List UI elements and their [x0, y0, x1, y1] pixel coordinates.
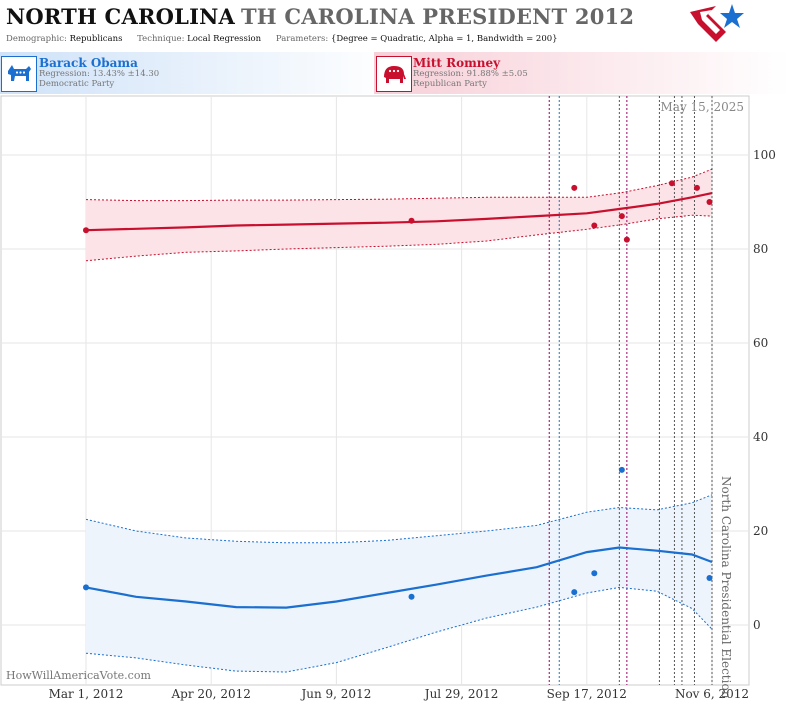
candidate-regression: Regression: 91.88% ±5.05: [413, 69, 528, 79]
candidate-name: Mitt Romney: [413, 56, 501, 70]
candidate-regression: Regression: 13.43% ±14.30: [39, 69, 160, 79]
x-tick-label: Sep 17, 2012: [547, 687, 627, 701]
mitt-romney-poll-point[interactable]: [83, 227, 89, 234]
mitt-romney-poll-point[interactable]: [668, 180, 675, 187]
demographic-value: Republicans: [69, 34, 123, 44]
mitt-romney-upper-bound: [85, 168, 713, 202]
x-tick-label: Jun 9, 2012: [299, 687, 371, 701]
site-logo-icon[interactable]: [686, 2, 746, 48]
mitt-romney-lower-bound: [85, 214, 713, 262]
barack-obama-poll-point[interactable]: [706, 575, 713, 581]
x-tick-label: Nov 6, 2012: [675, 687, 749, 701]
barack-obama-lower-bound: [85, 586, 713, 673]
parameters-value: {Degree = Quadratic, Alpha = 1, Bandwidt…: [330, 34, 558, 44]
y-tick-label: 100: [753, 148, 776, 162]
y-tick-label: 80: [753, 242, 768, 256]
demographic-label: Demographic:: [6, 34, 67, 44]
y-tick-label: 40: [753, 430, 768, 444]
mitt-romney-poll-point[interactable]: [571, 184, 578, 191]
mitt-romney-poll-point[interactable]: [693, 184, 700, 191]
x-tick-label: Mar 1, 2012: [49, 687, 124, 701]
donkey-icon: [1, 56, 37, 92]
parameters-label: Parameters:: [275, 34, 329, 44]
event-label: North Carolina Presidential Election: [719, 476, 733, 699]
mitt-romney-poll-point[interactable]: [591, 222, 598, 229]
x-tick-label: Jul 29, 2012: [423, 687, 499, 701]
x-tick-label: Apr 20, 2012: [171, 687, 251, 701]
candidate-party: Democratic Party: [39, 79, 115, 89]
barack-obama-regression-line: [85, 546, 713, 609]
parameters-line: Demographic: Republicans Technique: Loca…: [6, 34, 570, 44]
technique-value: Local Regression: [187, 34, 262, 44]
y-tick-label: 60: [753, 336, 768, 350]
state-title: NORTH CAROLINA: [6, 4, 235, 29]
mitt-romney-regression-line: [85, 192, 713, 232]
date-stamp: May 15, 2025: [661, 100, 744, 114]
candidate-name: Barack Obama: [39, 56, 138, 70]
mitt-romney-poll-point[interactable]: [623, 236, 630, 243]
barack-obama-poll-point[interactable]: [83, 584, 89, 591]
y-tick-label: 0: [753, 618, 761, 632]
barack-obama-confidence-band: [86, 494, 712, 672]
elephant-icon: [376, 56, 412, 92]
candidate-party: Republican Party: [413, 79, 487, 89]
y-tick-label: 20: [753, 524, 768, 538]
page-title: NORTH CAROLINA TH CAROLINA PRESIDENT 2012: [6, 4, 634, 29]
barack-obama-poll-point[interactable]: [571, 589, 578, 596]
technique-label: Technique:: [137, 34, 185, 44]
mitt-romney-poll-point[interactable]: [618, 213, 625, 220]
barack-obama-upper-bound: [85, 494, 713, 544]
barack-obama-poll-point[interactable]: [591, 570, 598, 577]
barack-obama-poll-point[interactable]: [408, 593, 415, 600]
race-title: TH CAROLINA PRESIDENT 2012: [240, 4, 635, 29]
barack-obama-poll-point[interactable]: [618, 466, 625, 473]
mitt-romney-poll-point[interactable]: [408, 217, 415, 224]
mitt-romney-confidence-band: [86, 169, 712, 261]
header: NORTH CAROLINA TH CAROLINA PRESIDENT 2012…: [0, 0, 789, 50]
candidate-obama[interactable]: Barack Obama Regression: 13.43% ±14.30 D…: [0, 52, 394, 94]
mitt-romney-poll-point[interactable]: [706, 199, 713, 205]
candidate-bar: Barack Obama Regression: 13.43% ±14.30 D…: [0, 52, 789, 94]
watermark: HowWillAmericaVote.com: [6, 669, 151, 682]
candidate-romney[interactable]: Mitt Romney Regression: 91.88% ±5.05 Rep…: [374, 52, 789, 94]
